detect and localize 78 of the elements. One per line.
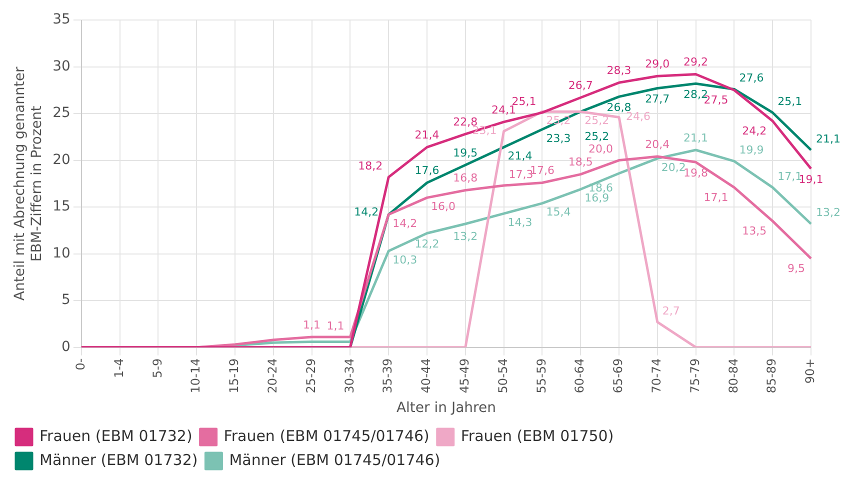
data-label: 13,5 xyxy=(742,224,767,238)
x-tick-label: 0- xyxy=(74,358,88,370)
x-tick-label: 35-39 xyxy=(380,358,395,394)
x-tick-label: 60-64 xyxy=(572,358,587,394)
data-label: 20,4 xyxy=(645,138,670,151)
data-label: 17,1 xyxy=(704,190,728,204)
data-label: 9,5 xyxy=(788,262,805,275)
data-label: 16,0 xyxy=(431,200,456,214)
x-tick-label: 55-59 xyxy=(534,358,548,394)
data-label: 12,2 xyxy=(414,238,440,251)
data-label: 18,2 xyxy=(358,159,383,172)
x-axis-title: Alter in Jahren xyxy=(396,400,496,416)
data-label: 25,2 xyxy=(584,114,610,128)
x-tick-label: 15-19 xyxy=(227,358,242,394)
data-label: 13,2 xyxy=(816,206,840,220)
data-label: 29,0 xyxy=(645,57,670,70)
data-label: 14,2 xyxy=(354,205,379,218)
legend-label: Frauen (EBM 01750) xyxy=(460,426,614,445)
data-label: 21,1 xyxy=(684,131,708,144)
x-tick-label: 5-9 xyxy=(150,358,164,378)
y-tick-label: 30 xyxy=(52,58,70,74)
x-tick-label: 65-69 xyxy=(611,358,626,394)
data-label: 14,2 xyxy=(392,216,418,230)
x-tick-label: 80-84 xyxy=(726,358,740,394)
y-tick-label: 25 xyxy=(52,105,70,122)
x-tick-label: 70-74 xyxy=(650,358,664,394)
y-tick-label: 10 xyxy=(52,245,70,262)
data-label: 19,1 xyxy=(798,173,824,186)
x-tick-label: 75-79 xyxy=(688,358,702,394)
data-label: 22,8 xyxy=(453,115,478,128)
data-label: 26,7 xyxy=(568,78,593,92)
data-label: 19,5 xyxy=(453,146,478,160)
data-label: 20,2 xyxy=(661,160,686,174)
y-tick-label: 0 xyxy=(61,338,70,355)
y-tick-label: 15 xyxy=(52,198,70,215)
data-label: 25,1 xyxy=(778,94,802,108)
data-label: 10,3 xyxy=(392,253,418,266)
x-tick-label: 45-49 xyxy=(458,358,472,394)
y-tick-label: 20 xyxy=(52,152,70,168)
legend-label: Frauen (EBM 01732) xyxy=(40,426,192,445)
data-label: 28,3 xyxy=(606,64,632,78)
x-tick-label: 90+ xyxy=(803,358,818,384)
data-label: 19,9 xyxy=(739,144,764,157)
x-tick-label: 20-24 xyxy=(266,358,280,394)
data-label: 27,7 xyxy=(645,92,670,106)
x-tick-label: 50-54 xyxy=(496,358,510,394)
data-label: 16,8 xyxy=(453,172,478,185)
legend-label: Männer (EBM 01732) xyxy=(40,450,198,469)
data-label: 13,2 xyxy=(453,230,478,244)
data-label: 20,0 xyxy=(588,142,614,156)
x-tick-label: 1-4 xyxy=(112,358,126,378)
x-tick-label: 25-29 xyxy=(304,358,318,394)
x-tick-label: 40-44 xyxy=(419,358,434,394)
x-tick-label: 85-89 xyxy=(764,358,779,394)
y-axis-title: Anteil mit Abrechnung genannter EBM-Ziffern in Prozent xyxy=(12,66,45,301)
data-label: 21,4 xyxy=(508,150,532,163)
data-label: 2,7 xyxy=(662,304,680,318)
data-label: 1,1 xyxy=(326,319,344,332)
data-label: 24,6 xyxy=(626,110,651,124)
data-label: 27,6 xyxy=(739,72,764,85)
data-label: 15,4 xyxy=(546,206,571,219)
y-tick-label: 35 xyxy=(52,12,70,28)
x-tick-label: 10-14 xyxy=(188,358,203,394)
data-label: 21,4 xyxy=(414,128,440,142)
legend-label: Frauen (EBM 01745/01746) xyxy=(224,426,430,445)
data-label: 18,5 xyxy=(568,156,593,169)
x-tick-label: 30-34 xyxy=(342,358,356,394)
data-label: 23,3 xyxy=(546,132,571,145)
data-label: 1,1 xyxy=(303,318,321,332)
y-tick-label: 5 xyxy=(61,292,70,308)
data-label: 17,6 xyxy=(414,164,440,178)
data-label: 14,3 xyxy=(508,216,532,229)
legend-label: Männer (EBM 01745/01746) xyxy=(229,450,440,469)
data-label: 29,2 xyxy=(684,56,708,69)
data-label: 21,1 xyxy=(816,132,840,146)
data-label: 16,9 xyxy=(584,192,610,205)
data-label: 25,2 xyxy=(584,130,610,144)
data-label: 24,2 xyxy=(742,124,767,138)
